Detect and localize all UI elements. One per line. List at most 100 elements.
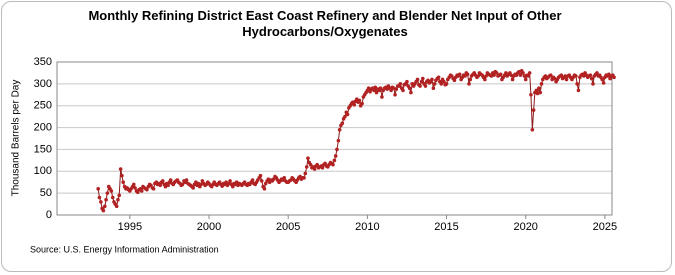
data-point bbox=[373, 85, 378, 90]
data-point bbox=[452, 78, 457, 83]
data-point bbox=[467, 82, 471, 86]
x-tick-label: 2015 bbox=[434, 221, 458, 233]
data-point bbox=[116, 197, 120, 202]
data-point bbox=[439, 82, 444, 86]
data-point bbox=[352, 103, 357, 107]
data-point bbox=[332, 158, 337, 163]
data-point bbox=[312, 167, 317, 171]
data-point bbox=[323, 161, 327, 166]
y-tick-label: 350 bbox=[34, 56, 52, 68]
data-point bbox=[407, 86, 412, 91]
data-point bbox=[259, 179, 264, 183]
data-point bbox=[160, 179, 165, 183]
y-tick-label: 250 bbox=[34, 100, 52, 112]
data-point bbox=[109, 189, 114, 193]
data-point bbox=[484, 74, 488, 78]
data-point bbox=[336, 138, 341, 143]
data-point bbox=[337, 127, 342, 132]
data-point bbox=[409, 90, 413, 95]
data-point bbox=[575, 82, 579, 86]
data-point bbox=[220, 184, 224, 188]
data-point bbox=[534, 88, 539, 93]
data-point bbox=[105, 191, 110, 195]
data-point bbox=[315, 162, 319, 167]
source-note: Source: U.S. Energy Information Administ… bbox=[30, 244, 219, 254]
y-axis-label: Thousand Barrels per Day bbox=[11, 80, 22, 197]
data-point bbox=[302, 176, 306, 180]
data-point bbox=[521, 71, 525, 75]
data-point bbox=[564, 77, 569, 82]
data-point bbox=[559, 73, 564, 77]
data-point bbox=[415, 77, 420, 82]
y-tick-label: 150 bbox=[34, 143, 52, 155]
data-point bbox=[282, 176, 287, 180]
data-point bbox=[510, 77, 515, 82]
data-point bbox=[588, 73, 593, 77]
data-point bbox=[494, 71, 499, 75]
data-point bbox=[432, 82, 437, 86]
data-point bbox=[612, 75, 616, 80]
data-point bbox=[591, 82, 595, 86]
plot-border bbox=[56, 61, 613, 216]
data-point bbox=[537, 86, 541, 91]
data-point bbox=[398, 82, 403, 86]
data-point bbox=[110, 195, 115, 200]
data-point bbox=[401, 88, 405, 93]
data-point bbox=[436, 75, 441, 80]
data-point bbox=[529, 92, 533, 97]
data-point bbox=[531, 108, 536, 112]
x-tick-label: 2000 bbox=[197, 221, 221, 233]
data-point bbox=[320, 165, 325, 170]
data-point bbox=[184, 178, 189, 182]
data-point bbox=[423, 84, 428, 88]
y-tick-label: 0 bbox=[46, 209, 52, 221]
data-point bbox=[538, 90, 543, 95]
data-point bbox=[463, 74, 467, 78]
data-point bbox=[595, 71, 599, 75]
data-point bbox=[258, 173, 263, 178]
data-point bbox=[345, 112, 350, 117]
data-point bbox=[234, 180, 239, 185]
data-point bbox=[527, 71, 532, 75]
y-tick-label: 200 bbox=[34, 121, 52, 133]
x-tick-label: 2010 bbox=[355, 221, 379, 233]
data-point bbox=[191, 186, 195, 190]
data-point bbox=[419, 79, 424, 84]
data-point bbox=[483, 77, 487, 82]
data-point bbox=[442, 79, 446, 84]
data-point bbox=[530, 127, 535, 132]
data-point bbox=[340, 121, 345, 125]
data-point bbox=[601, 81, 606, 85]
data-point bbox=[492, 73, 496, 77]
y-tick-label: 100 bbox=[34, 165, 52, 177]
data-point bbox=[228, 179, 232, 183]
data-point bbox=[250, 178, 255, 182]
data-point bbox=[607, 72, 611, 77]
data-point bbox=[576, 88, 581, 93]
data-point bbox=[103, 204, 107, 209]
data-point bbox=[539, 82, 544, 86]
x-tick-label: 2005 bbox=[276, 221, 300, 233]
data-point bbox=[224, 180, 228, 185]
data-point bbox=[104, 197, 108, 202]
data-point bbox=[357, 98, 362, 103]
data-point bbox=[230, 184, 235, 189]
data-point bbox=[158, 183, 163, 188]
data-point bbox=[166, 183, 170, 188]
data-point bbox=[589, 76, 594, 81]
data-point bbox=[574, 74, 578, 78]
data-point bbox=[131, 182, 136, 187]
data-point bbox=[96, 186, 100, 191]
data-point bbox=[420, 76, 425, 81]
data-point bbox=[405, 79, 409, 84]
data-point bbox=[548, 73, 553, 77]
data-point bbox=[139, 189, 144, 193]
data-point bbox=[200, 179, 205, 183]
data-point bbox=[563, 74, 568, 78]
data-point bbox=[465, 72, 470, 77]
x-tick-label: 2020 bbox=[513, 221, 537, 233]
data-point bbox=[304, 165, 309, 169]
data-point bbox=[360, 101, 364, 106]
data-point bbox=[608, 76, 612, 81]
